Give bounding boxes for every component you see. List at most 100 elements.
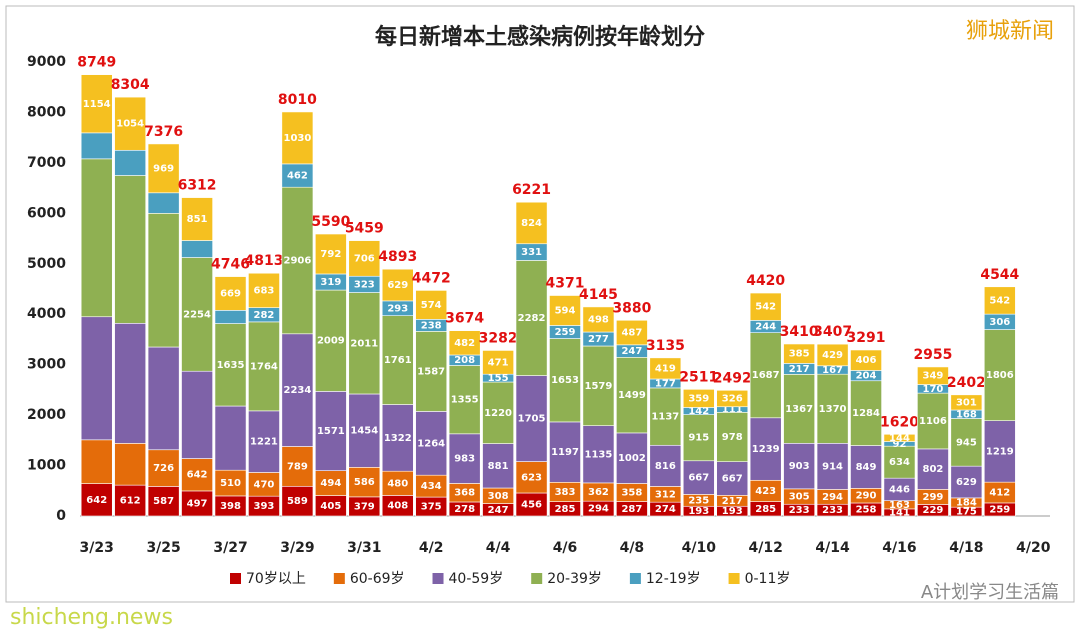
segment-label: 1135 xyxy=(585,449,613,460)
legend-label: 40-59岁 xyxy=(449,571,504,587)
segment-label: 914 xyxy=(822,461,843,472)
segment-label: 1002 xyxy=(618,453,646,464)
segment-label: 802 xyxy=(922,464,943,475)
segment-label: 167 xyxy=(822,365,843,376)
segment-label: 1653 xyxy=(551,375,579,386)
segment-label: 586 xyxy=(354,477,375,488)
segment-label: 983 xyxy=(454,454,475,465)
bar-segment xyxy=(214,276,247,311)
segment-label: 1499 xyxy=(618,390,646,401)
segment-label: 2906 xyxy=(283,255,311,266)
total-label: 4145 xyxy=(579,287,618,303)
segment-label: 494 xyxy=(320,478,341,489)
segment-label: 462 xyxy=(287,171,308,182)
segment-label: 487 xyxy=(621,328,642,339)
x-tick-label: 4/10 xyxy=(682,540,717,556)
segment-label: 1635 xyxy=(217,360,245,371)
segment-label: 193 xyxy=(688,506,709,517)
segment-label: 1220 xyxy=(484,408,512,419)
segment-label: 92 xyxy=(893,439,907,450)
segment-label: 170 xyxy=(922,384,943,395)
bar-segment xyxy=(515,260,548,376)
bar-segment xyxy=(983,420,1016,483)
bar-segment xyxy=(281,485,314,517)
segment-label: 471 xyxy=(488,357,509,368)
segment-label: 2254 xyxy=(183,309,211,320)
segment-label: 1106 xyxy=(919,416,947,427)
segment-label: 235 xyxy=(688,495,709,506)
bar-segment xyxy=(950,418,983,467)
x-tick-label: 4/6 xyxy=(553,540,578,556)
segment-label: 233 xyxy=(789,505,810,516)
bar-segment xyxy=(147,192,180,214)
segment-label: 306 xyxy=(989,317,1010,328)
segment-label: 1221 xyxy=(250,437,278,448)
bar-segment xyxy=(816,343,849,367)
total-label: 3282 xyxy=(479,330,518,346)
y-tick-label: 7000 xyxy=(27,155,66,171)
segment-label: 1687 xyxy=(752,370,780,381)
bar-segment xyxy=(950,465,983,499)
bar-segment xyxy=(582,425,615,484)
segment-label: 456 xyxy=(521,499,542,510)
segment-label: 1284 xyxy=(852,408,880,419)
segment-label: 259 xyxy=(555,327,576,338)
segment-label: 1239 xyxy=(752,444,780,455)
segment-label: 258 xyxy=(856,504,877,515)
total-label: 3410 xyxy=(780,324,819,340)
bar-segment xyxy=(716,461,749,496)
bar-segment xyxy=(381,404,414,472)
legend-swatch xyxy=(432,573,444,584)
segment-label: 792 xyxy=(320,249,341,260)
segment-label: 233 xyxy=(822,505,843,516)
bar-segment xyxy=(716,389,749,408)
segment-label: 629 xyxy=(956,477,977,488)
bar-segment xyxy=(147,213,180,348)
legend-swatch xyxy=(333,573,345,584)
bar-segment xyxy=(783,374,815,444)
bar-segment xyxy=(181,197,213,241)
bar-segment xyxy=(114,175,147,324)
segment-label: 1137 xyxy=(651,412,679,423)
segment-label: 277 xyxy=(588,334,609,345)
bar-segment xyxy=(917,448,949,490)
bar-segment xyxy=(147,143,180,194)
bar-segment xyxy=(917,366,949,385)
segment-label: 642 xyxy=(187,470,208,481)
bar-segment xyxy=(315,391,347,471)
segment-label: 881 xyxy=(488,461,509,472)
bar-segment xyxy=(649,357,682,380)
segment-label: 177 xyxy=(655,378,676,389)
segment-label: 217 xyxy=(722,496,743,507)
segment-label: 849 xyxy=(856,462,877,473)
total-label: 5590 xyxy=(311,214,350,230)
segment-label: 1579 xyxy=(585,381,613,392)
bar-segment xyxy=(181,257,213,372)
legend-swatch xyxy=(629,573,641,584)
bar-segment xyxy=(616,432,648,484)
segment-label: 319 xyxy=(320,277,341,288)
segment-label: 168 xyxy=(956,409,977,420)
segment-label: 789 xyxy=(287,461,308,472)
segment-label: 498 xyxy=(588,314,609,325)
segment-label: 358 xyxy=(621,487,642,498)
total-label: 3407 xyxy=(813,324,852,340)
y-tick-label: 1000 xyxy=(27,458,66,474)
legend-label: 0-11岁 xyxy=(745,571,791,587)
segment-label: 587 xyxy=(153,496,174,507)
total-label: 4472 xyxy=(412,270,451,286)
y-tick-label: 6000 xyxy=(27,205,66,221)
bar-segment xyxy=(181,240,213,258)
total-label: 6312 xyxy=(178,178,217,194)
segment-label: 111 xyxy=(722,405,743,416)
y-tick-label: 5000 xyxy=(27,256,66,272)
bar-segment xyxy=(816,443,849,490)
segment-label: 287 xyxy=(621,504,642,515)
bar-segment xyxy=(448,365,481,435)
y-tick-label: 8000 xyxy=(27,104,66,120)
total-label: 4813 xyxy=(244,253,283,269)
segment-label: 1370 xyxy=(819,404,847,415)
bar-segment xyxy=(348,393,381,468)
segment-label: 1587 xyxy=(417,366,445,377)
segment-label: 446 xyxy=(889,484,910,495)
